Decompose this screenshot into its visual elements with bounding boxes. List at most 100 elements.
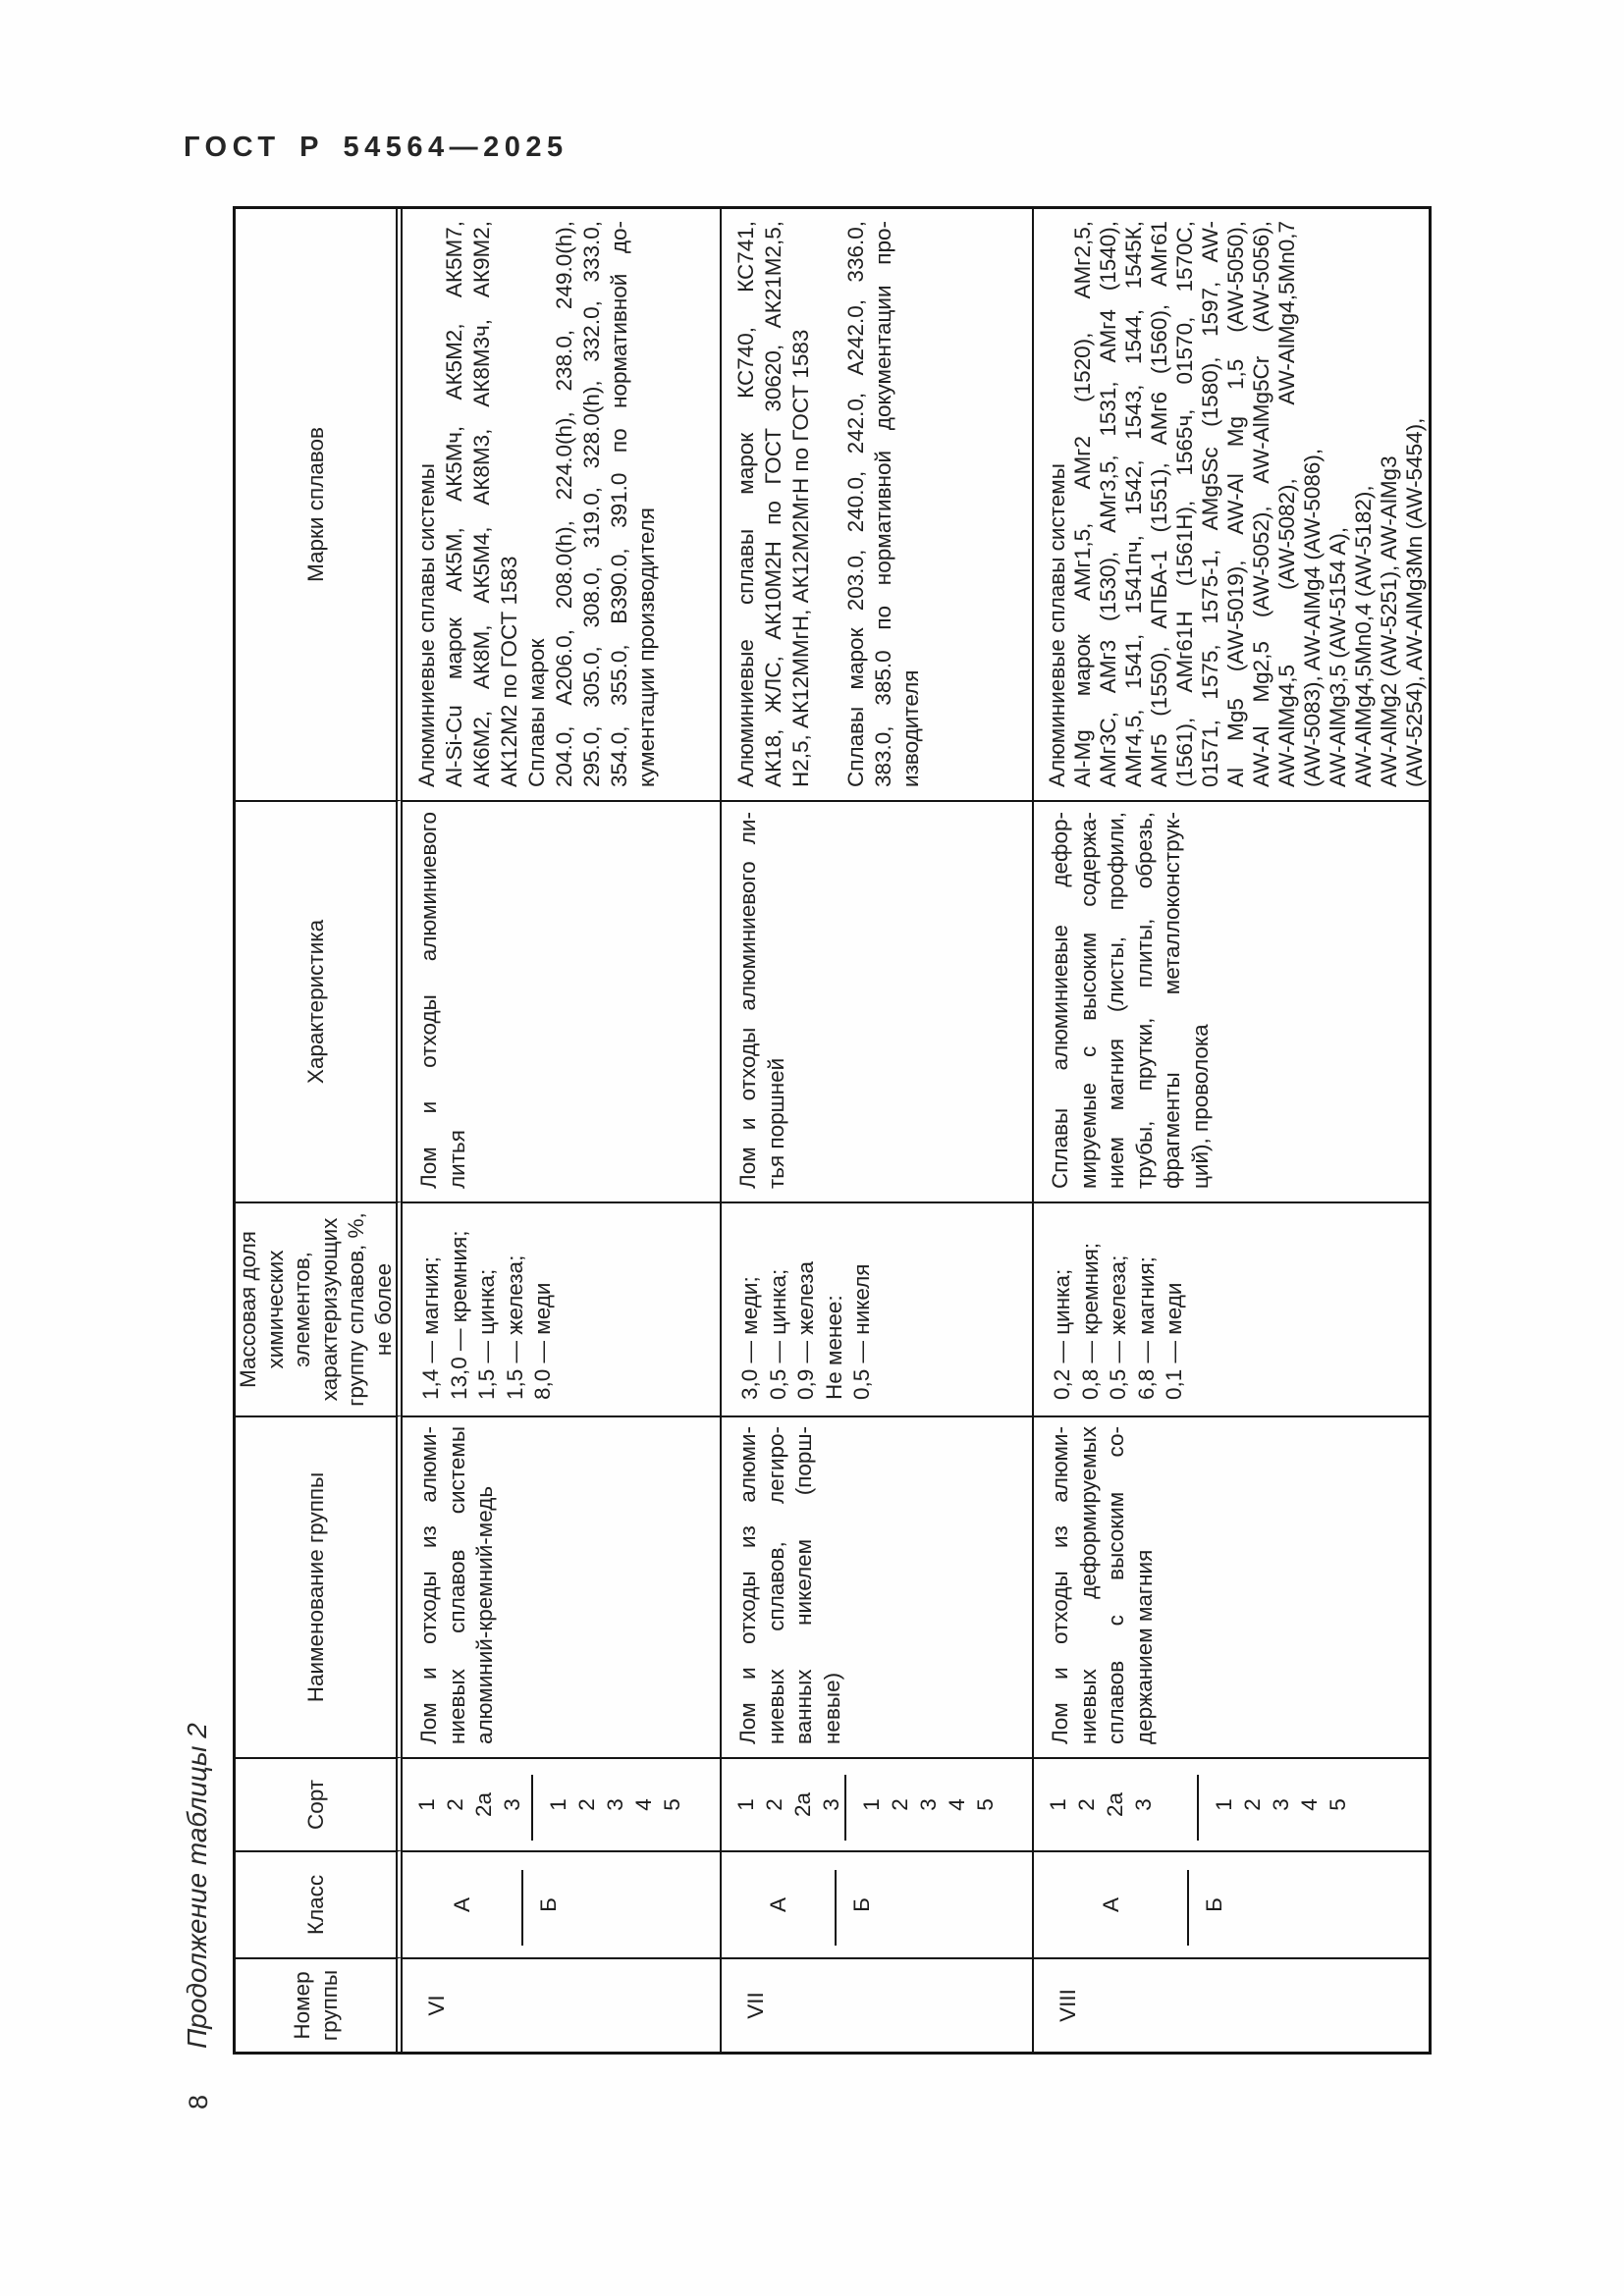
text-line: 1,4 — магния; — [418, 1256, 443, 1400]
class-a-label: А — [450, 1897, 474, 1913]
text-line: Н2,5, АК12ММгН, АК12М2МгН по ГОСТ 1583 — [788, 329, 813, 787]
col-header-sort: Сорт — [236, 1757, 403, 1850]
text-line: АМг5 (1550), АПБА-1 (1551), АМг6 (1560),… — [1147, 221, 1171, 787]
text-line: AW-AlMg2 (AW-5251), AW-AlMg3 — [1377, 455, 1401, 787]
col-header-class: Класс — [236, 1850, 403, 1957]
cell-VIII-alloy-grades: Алюминиевые сплавы системы Al-Mg марок АМ… — [1034, 209, 1429, 800]
sort-a-subcell: 1 2 2а 3 — [722, 1759, 845, 1850]
text-line: ниевых деформируемых — [1075, 1426, 1101, 1744]
text-line — [815, 221, 842, 787]
class-b-subcell: Б — [1188, 1852, 1429, 1957]
sort-value: 5 — [973, 1798, 998, 1811]
sort-value: 1 — [859, 1798, 884, 1811]
text-line: алюминий-кремний-медь — [472, 1485, 497, 1744]
col-header-mass_fraction: Массовая доля химических элементов, хара… — [236, 1201, 403, 1415]
text-line: 3,0 — меди; — [737, 1276, 762, 1400]
text-line: 204.0, А206.0, 208.0(h), 224.0(h), 238.0… — [552, 221, 576, 787]
text-line: Лом и отходы из алюми- — [735, 1426, 760, 1744]
text-line: литья — [444, 1130, 469, 1189]
class-a-subcell: А — [403, 1852, 522, 1957]
sort-a-list: 1 2 2а 3 — [731, 1759, 845, 1850]
text-line: Алюминиевые сплавы марок КС740, КС741, — [733, 221, 758, 787]
text-line: Al-Si-Cu марок АК5М, АК5Мч, АК5М2, АК5М7… — [442, 221, 466, 787]
text-line: АК18, ЖЛС, АК10М2Н по ГОСТ 30620, АК21М2… — [761, 221, 785, 787]
sort-value: 2а — [471, 1791, 496, 1818]
text-line: (1561), АМг61Н (1561Н), 1565ч, 01570, 15… — [1172, 221, 1197, 787]
text-line: ниевых сплавов, легиро- — [763, 1426, 788, 1744]
class-a-subcell: А — [722, 1852, 836, 1957]
sort-a-list: 1 2 2а 3 — [412, 1759, 526, 1850]
text-line: AW-AlMg4,5 (AW-5082), AW-AlMg4,5Mn0,7 — [1274, 221, 1299, 787]
text-line: держанием магния — [1131, 1549, 1157, 1744]
sort-value: 4 — [945, 1798, 969, 1811]
text-line: Сплавы марок 203.0, 240.0, 242.0, А242.0… — [843, 221, 868, 787]
sort-value: 3 — [1269, 1798, 1293, 1811]
text-line: AW-AlMg4,5Mn0,4 (AW-5182), — [1351, 485, 1376, 787]
text-line: Лом и отходы из алюми- — [1048, 1426, 1072, 1744]
class-b-label: Б — [849, 1897, 874, 1912]
text-line: 1,5 — цинка; — [474, 1268, 499, 1400]
sort-a-subcell: 1 2 2а 3 — [1034, 1759, 1198, 1850]
text-line: Сплавы алюминиевые дефор- — [1048, 812, 1072, 1189]
text-line: Алюминиевые сплавы системы — [1045, 463, 1069, 787]
text-line: АК12М2 по ГОСТ 1583 — [497, 556, 521, 787]
text-line: Сплавы марок — [524, 638, 549, 787]
text-line: (AW-5083), AW-AlMg4 (AW-5086), — [1300, 448, 1325, 787]
text-line: 354.0, 355.0, В390.0, 391.0 по нормативн… — [607, 221, 631, 787]
text-line: 0,1 — меди — [1162, 1282, 1186, 1400]
text-line: 295.0, 305.0, 308.0, 319.0, 328.0(h), 33… — [579, 221, 604, 787]
text-line: изводителя — [898, 669, 923, 787]
cell-VIII-characteristic: Сплавы алюминиевые дефор-мируемые с высо… — [1034, 800, 1429, 1201]
text-line: Алюминиевые сплавы системы — [414, 463, 439, 787]
sort-value: 2а — [1103, 1791, 1127, 1818]
cell-VII-group-name: Лом и отходы из алюми-ниевых сплавов, ле… — [722, 1415, 1034, 1757]
col-header-group_name: Наименование группы — [236, 1415, 403, 1757]
text-line: Al Mg5 (AW-5019), AW-Al Mg 1,5 (AW-5050)… — [1223, 221, 1248, 787]
sort-value: 2 — [443, 1798, 467, 1811]
cell-VI-number: VI — [403, 1957, 722, 2052]
text-line: кументации производителя — [634, 507, 659, 787]
class-a-label: А — [766, 1897, 790, 1913]
text-line: тья поршней — [763, 1057, 788, 1189]
text-line: трубы, прутки, плиты, обрезь, — [1131, 812, 1157, 1189]
text-line: 01571, 1575, 1575-1, AMg5Sc (1580), 1597… — [1198, 221, 1222, 787]
sort-value: 3 — [603, 1798, 627, 1811]
cell-VI-mass-fraction: 1,4 — магния; 13,0 — кремния; 1,5 — цинка;… — [403, 1201, 722, 1415]
sort-value: 3 — [916, 1798, 941, 1811]
cell-VIII-group-name: Лом и отходы из алюми-ниевых деформируем… — [1034, 1415, 1429, 1757]
sort-value: 2 — [888, 1798, 912, 1811]
text-line: нием магния (листы, профили, — [1104, 812, 1128, 1189]
sort-value: 1 — [546, 1798, 570, 1811]
group-number-value: VII — [743, 1992, 768, 2019]
class-b-label: Б — [536, 1897, 561, 1912]
sort-value: 2а — [790, 1791, 815, 1818]
text-line: 8,0 — меди — [530, 1282, 555, 1400]
sort-value: 2 — [762, 1798, 786, 1811]
cell-VIII-sort: 1 2 2а 3 1 2 3 4 5 — [1034, 1757, 1429, 1850]
col-header-characteristic: Характеристика — [236, 800, 403, 1201]
sort-value: 3 — [1131, 1798, 1156, 1811]
sort-value: 1 — [1212, 1798, 1236, 1811]
class-b-subcell: Б — [836, 1852, 1032, 1957]
sort-value: 1 — [414, 1798, 439, 1811]
group-number-value: VI — [424, 1995, 449, 2016]
sort-a-subcell: 1 2 2а 3 — [403, 1759, 532, 1850]
text-line: невые) — [819, 1672, 844, 1744]
cell-VII-number: VII — [722, 1957, 1034, 2052]
text-line: AW-Al Mg2,5 (AW-5052), AW-AlMg5Cr (AW-50… — [1249, 221, 1273, 787]
sort-a-list: 1 2 2а 3 — [1044, 1759, 1158, 1850]
text-line: сплавов с высоким со- — [1104, 1426, 1128, 1744]
text-line: Лом и отходы алюминиевого — [416, 812, 441, 1189]
text-line: AW-AlMg3,5 (AW-5154 A), — [1326, 526, 1350, 787]
text-line: 6,8 — магния; — [1133, 1256, 1159, 1400]
alloy-groups-table: Номер группы Класс Сорт Наименование группы… — [233, 206, 1432, 2055]
text-line: АК6М2, АК8М, АК5М4, АК8М3, АК8М3ч, АК9М2… — [469, 221, 494, 787]
text-line: 0,9 — железа — [793, 1260, 818, 1400]
text-line: 0,5 — никеля — [849, 1263, 874, 1400]
cell-VIII-number: VIII — [1034, 1957, 1429, 2052]
